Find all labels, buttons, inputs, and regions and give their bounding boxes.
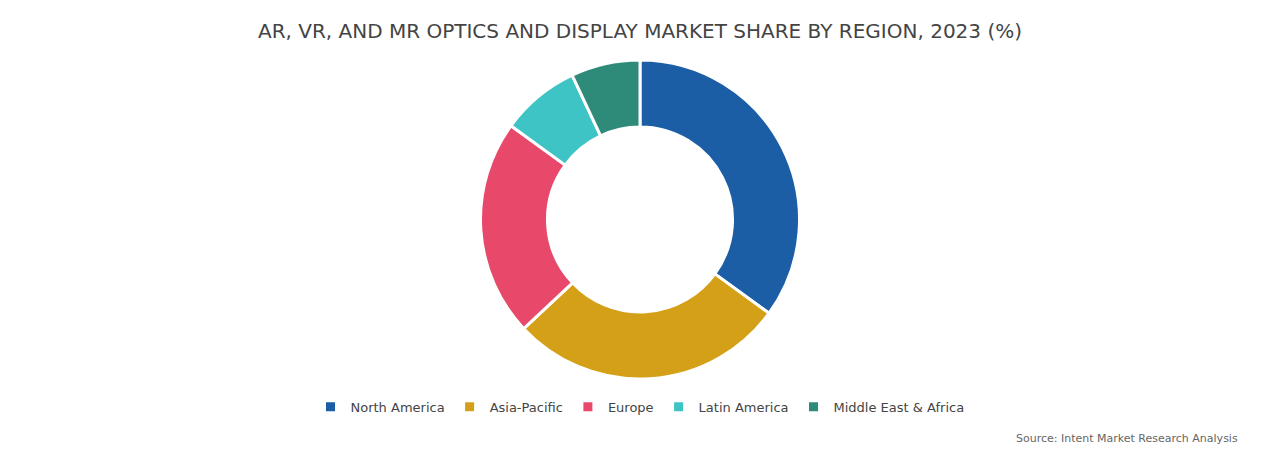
svg-text:AR, VR, AND MR OPTICS AND DISP: AR, VR, AND MR OPTICS AND DISPLAY MARKET… <box>258 19 1022 43</box>
svg-text:Source: Intent Market Research: Source: Intent Market Research Analysis <box>1016 432 1238 445</box>
svg-text:Europe: Europe <box>608 400 654 415</box>
svg-text:Middle East & Africa: Middle East & Africa <box>834 400 965 415</box>
svg-text:North America: North America <box>351 400 445 415</box>
svg-text:Latin America: Latin America <box>699 400 789 415</box>
svg-text:Asia-Pacific: Asia-Pacific <box>490 400 563 415</box>
